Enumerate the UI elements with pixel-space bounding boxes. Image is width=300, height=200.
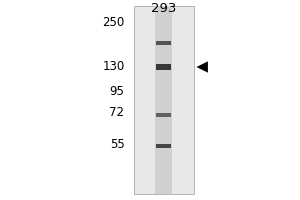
Text: 130: 130 xyxy=(102,60,124,73)
Text: 55: 55 xyxy=(110,138,124,150)
Text: 72: 72 xyxy=(110,106,124,119)
Polygon shape xyxy=(196,61,208,73)
Bar xyxy=(134,6,194,194)
Bar xyxy=(157,113,170,117)
Text: 250: 250 xyxy=(102,17,124,29)
Bar xyxy=(155,6,172,194)
Bar xyxy=(156,144,171,148)
Text: 95: 95 xyxy=(110,85,124,98)
Bar xyxy=(157,41,170,45)
Bar xyxy=(156,64,171,70)
Text: 293: 293 xyxy=(151,2,176,15)
